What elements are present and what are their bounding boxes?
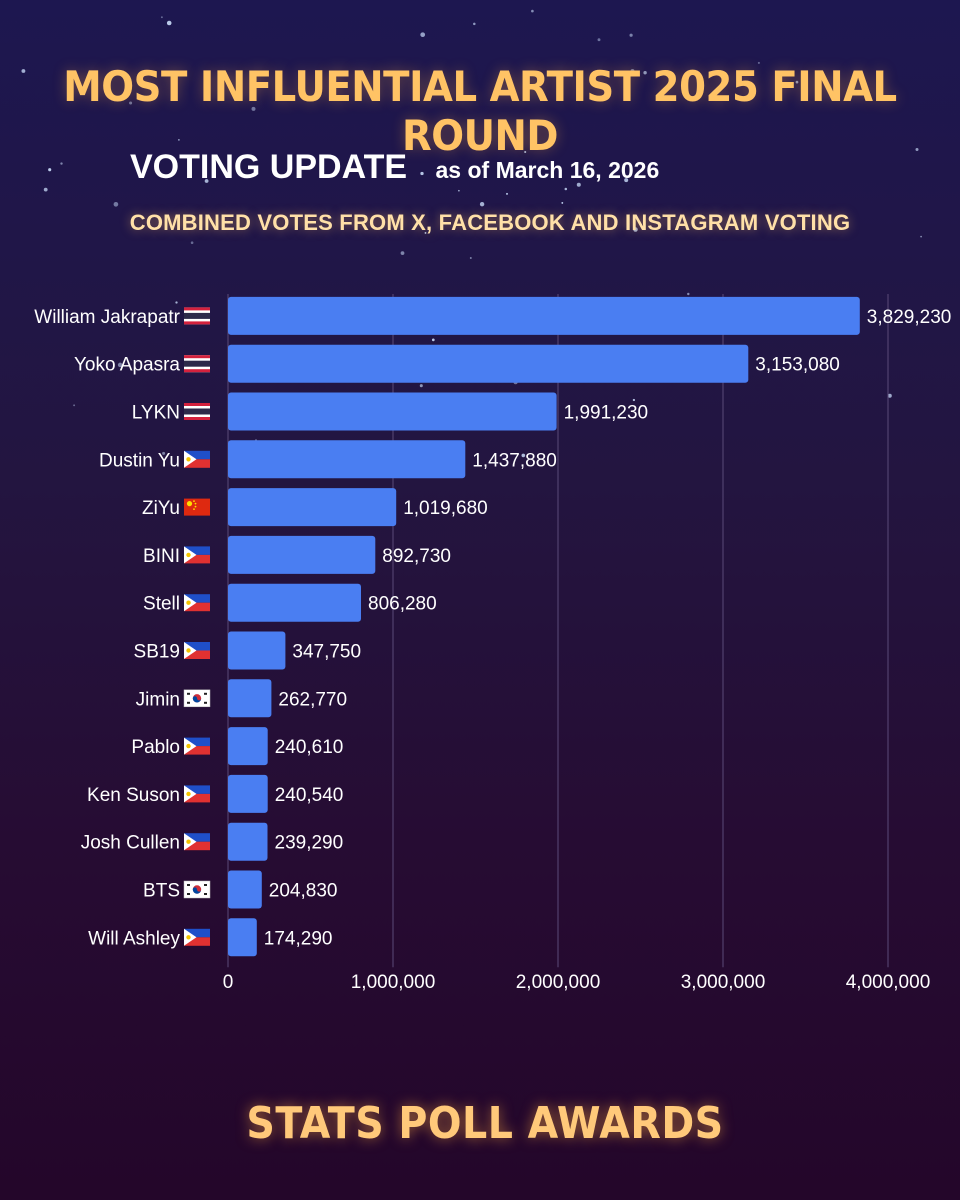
x-tick-label: 4,000,000 (846, 972, 931, 993)
footer-brand: STATS POLL AWARDS (246, 1098, 724, 1149)
bar (228, 918, 257, 957)
chart-subtitle: COMBINED VOTES FROM X, FACEBOOK AND INST… (129, 210, 851, 235)
data-label: 240,540 (275, 785, 344, 806)
category-label: SB19 (134, 642, 180, 663)
south-korea-flag-icon (183, 880, 211, 899)
thailand-flag-icon (184, 403, 210, 420)
category-label: BTS (143, 881, 180, 902)
bar (228, 488, 397, 527)
data-label: 1,019,680 (403, 498, 488, 519)
category-label: Ken Suson (87, 785, 180, 806)
philippines-flag-icon (184, 546, 210, 564)
category-label: Stell (143, 594, 180, 615)
bar (228, 344, 749, 383)
data-label: 1,991,230 (564, 403, 649, 424)
philippines-flag-icon (184, 594, 210, 612)
china-flag-icon (184, 498, 210, 516)
data-label: 892,730 (382, 546, 451, 567)
bar (228, 870, 262, 909)
bar (228, 774, 268, 813)
philippines-flag-icon (184, 450, 210, 468)
philippines-flag-icon (184, 785, 210, 803)
data-label: 347,750 (292, 642, 361, 663)
data-label: 3,153,080 (755, 355, 840, 376)
thailand-flag-icon (184, 307, 210, 325)
category-label: Pablo (131, 737, 180, 758)
data-label: 240,610 (275, 737, 344, 758)
data-label: 204,830 (269, 881, 338, 902)
x-tick-label: 0 (223, 972, 234, 993)
bar (228, 822, 268, 861)
philippines-flag-icon (184, 642, 210, 659)
data-label: 3,829,230 (867, 307, 952, 328)
category-label: Yoko Apasra (74, 355, 180, 376)
category-label: Will Ashley (88, 928, 180, 949)
bar (228, 727, 268, 766)
category-label: Josh Cullen (81, 833, 180, 854)
category-label: BINI (143, 546, 180, 567)
x-tick-label: 2,000,000 (516, 972, 601, 993)
data-label: 239,290 (275, 833, 344, 854)
bar (228, 392, 557, 431)
data-label: 1,437,880 (472, 450, 557, 471)
voting-update-label: VOTING UPDATE (130, 148, 408, 186)
category-label: Dustin Yu (99, 450, 180, 471)
chart-title: MOST INFLUENTIAL ARTIST 2025 FINAL ROUND (63, 62, 897, 160)
bar (228, 583, 361, 622)
bar (228, 679, 272, 718)
philippines-flag-icon (184, 737, 210, 755)
as-of-date: as of March 16, 2026 (435, 157, 660, 183)
thailand-flag-icon (184, 355, 210, 373)
bar (228, 631, 286, 670)
x-tick-label: 3,000,000 (681, 972, 766, 993)
philippines-flag-icon (184, 928, 210, 946)
data-label: 174,290 (264, 928, 333, 949)
bar (228, 440, 466, 479)
x-tick-label: 1,000,000 (351, 972, 436, 993)
data-label: 806,280 (368, 594, 437, 615)
bar (228, 535, 376, 574)
update-row: VOTING UPDATE as of March 16, 2026 (130, 148, 659, 187)
philippines-flag-icon (184, 833, 210, 851)
category-label: William Jakrapatr (34, 307, 180, 328)
data-label: 262,770 (278, 689, 347, 710)
bar (228, 296, 860, 335)
category-label: LYKN (132, 403, 180, 424)
category-label: ZiYu (142, 498, 180, 519)
category-label: Jimin (136, 689, 180, 710)
south-korea-flag-icon (183, 689, 211, 708)
